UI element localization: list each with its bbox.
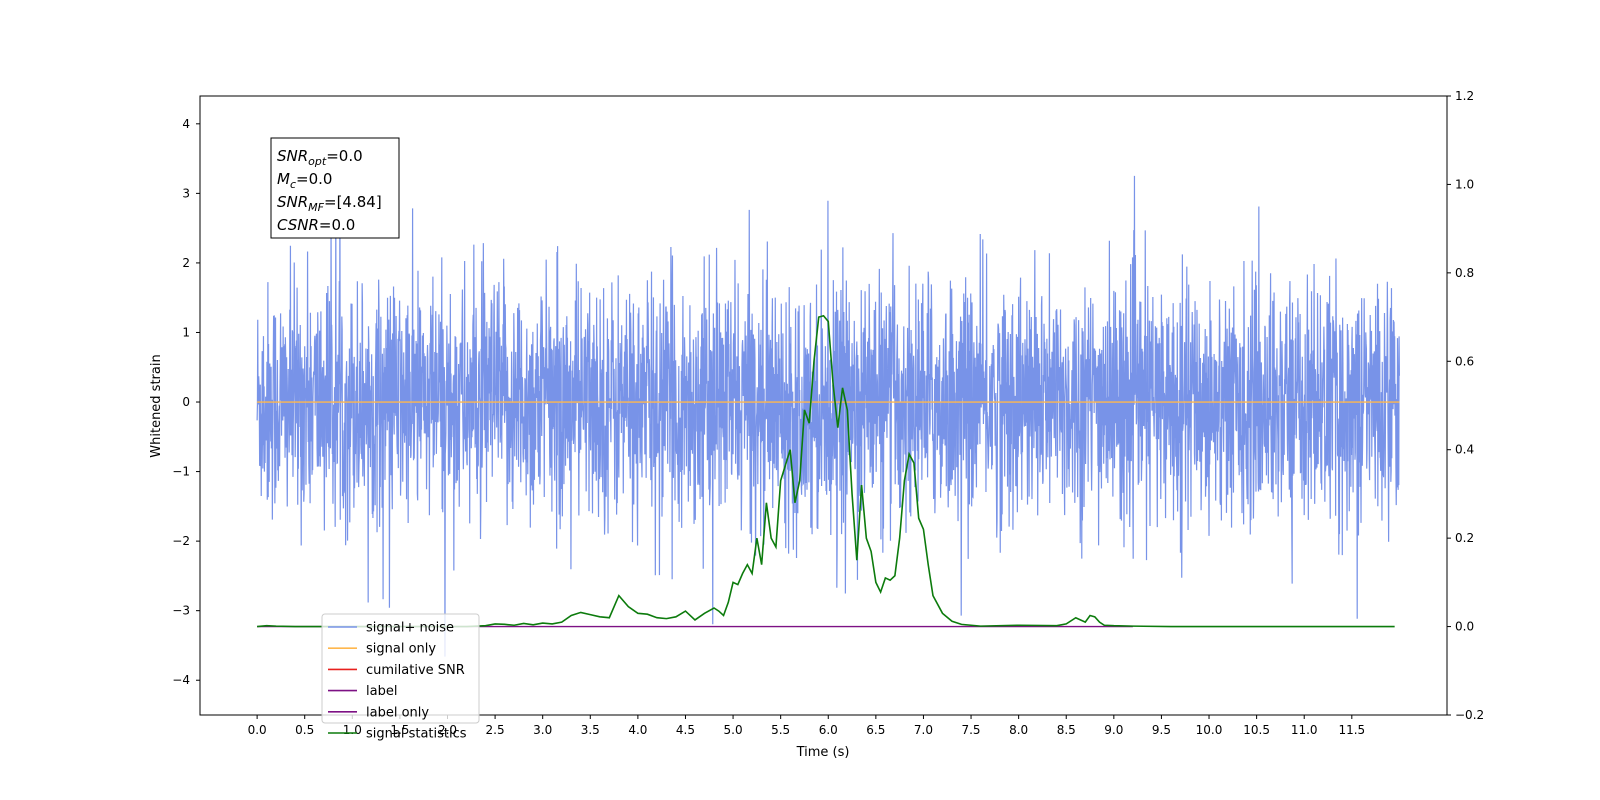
x-tick-label: 10.0 bbox=[1196, 723, 1223, 737]
annotation-subscript: opt bbox=[308, 155, 327, 168]
legend-label: cumilative SNR bbox=[366, 663, 465, 678]
x-tick-label: 5.0 bbox=[724, 723, 743, 737]
x-tick-label: 4.5 bbox=[676, 723, 695, 737]
x-axis-label: Time (s) bbox=[796, 745, 850, 760]
y-axis-right: 1.2 1.0 0.8 0.6 0.4 0.2 0.0 −0.2 bbox=[1447, 89, 1484, 722]
annotation-subscript: c bbox=[290, 178, 296, 191]
legend-label: signal+ noise bbox=[366, 621, 454, 636]
y2-tick-label: 0.0 bbox=[1455, 620, 1474, 634]
legend-frame bbox=[321, 613, 480, 724]
y2-tick-label: 1.2 bbox=[1455, 89, 1474, 103]
y2-tick-label: 0.8 bbox=[1455, 266, 1474, 280]
x-tick-label: 9.5 bbox=[1152, 723, 1171, 737]
y2-tick-label: 0.6 bbox=[1455, 354, 1474, 368]
annotation-line: SNRMF=[4.84] bbox=[277, 193, 382, 214]
x-tick-label: 1.5 bbox=[390, 723, 409, 737]
annotation-line: CSNR=0.0 bbox=[277, 216, 355, 234]
annotation-value: =[4.84] bbox=[324, 193, 382, 211]
x-tick-label: 0.0 bbox=[248, 723, 267, 737]
annotation-frame bbox=[270, 137, 400, 239]
legend-label: label only bbox=[366, 705, 429, 720]
x-tick-label: 11.0 bbox=[1291, 723, 1318, 737]
annotation-line: SNRopt=0.0 bbox=[277, 147, 363, 168]
plot-frame bbox=[199, 95, 1448, 716]
x-tick-label: 6.5 bbox=[866, 723, 885, 737]
y-tick-label: 4 bbox=[182, 117, 190, 131]
x-tick-label: 3.0 bbox=[533, 723, 552, 737]
x-tick-label: 8.5 bbox=[1057, 723, 1076, 737]
x-tick-label: 5.5 bbox=[771, 723, 790, 737]
y-tick-label: 1 bbox=[182, 325, 190, 339]
y-tick-label: 3 bbox=[182, 186, 190, 200]
x-tick-label: 9.0 bbox=[1104, 723, 1123, 737]
annotation-symbol: SNR bbox=[277, 193, 308, 211]
x-tick-label: 4.0 bbox=[628, 723, 647, 737]
x-tick-label: 0.5 bbox=[295, 723, 314, 737]
legend-label: signal only bbox=[366, 642, 436, 657]
annotation-subscript: MF bbox=[308, 201, 324, 214]
y-tick-label: −1 bbox=[172, 465, 190, 479]
x-tick-label: 7.5 bbox=[961, 723, 980, 737]
y-axis-label: Whitened strain bbox=[149, 354, 164, 457]
legend: signal+ noise signal only cumilative SNR la… bbox=[321, 613, 480, 742]
y-tick-label: −2 bbox=[172, 534, 190, 548]
x-axis: 0.0 0.5 1.0 1.5 2.0 2.5 3.0 3.5 4.0 4.5 5.0 5.5 6.0 6… bbox=[248, 715, 1365, 737]
legend-label: signal statistics bbox=[366, 727, 467, 742]
y2-tick-label: 1.0 bbox=[1455, 177, 1474, 191]
x-tick-label: 1.0 bbox=[343, 723, 362, 737]
annotation-symbol: SNR bbox=[277, 147, 308, 165]
x-tick-label: 8.0 bbox=[1009, 723, 1028, 737]
y-tick-label: −3 bbox=[172, 604, 190, 618]
legend-label: label bbox=[366, 684, 397, 699]
y-tick-label: 2 bbox=[182, 256, 190, 270]
x-tick-label: 7.0 bbox=[914, 723, 933, 737]
y2-tick-label: 0.4 bbox=[1455, 443, 1474, 457]
x-tick-label: 3.5 bbox=[581, 723, 600, 737]
annotation-value: =0.0 bbox=[319, 216, 355, 234]
annotation-value: =0.0 bbox=[326, 147, 362, 165]
x-tick-label: 2.5 bbox=[486, 723, 505, 737]
series-signal-statistics bbox=[257, 314, 1395, 628]
y2-tick-label: −0.2 bbox=[1455, 708, 1484, 722]
x-tick-label: 10.5 bbox=[1243, 723, 1270, 737]
annotation-symbol: M bbox=[277, 170, 290, 188]
y-tick-label: −4 bbox=[172, 673, 190, 687]
y-axis-left: 4 3 2 1 0 −1 −2 −3 −4 bbox=[172, 117, 200, 687]
series-signal-noise bbox=[256, 175, 1400, 657]
x-tick-label: 2.0 bbox=[438, 723, 457, 737]
annotation-symbol: CSNR bbox=[277, 216, 319, 234]
y2-tick-label: 0.2 bbox=[1455, 531, 1474, 545]
x-tick-label: 6.0 bbox=[819, 723, 838, 737]
annotation-line: Mc=0.0 bbox=[277, 170, 332, 191]
x-tick-label: 11.5 bbox=[1338, 723, 1365, 737]
annotation-value: =0.0 bbox=[296, 170, 332, 188]
y-tick-label: 0 bbox=[182, 395, 190, 409]
